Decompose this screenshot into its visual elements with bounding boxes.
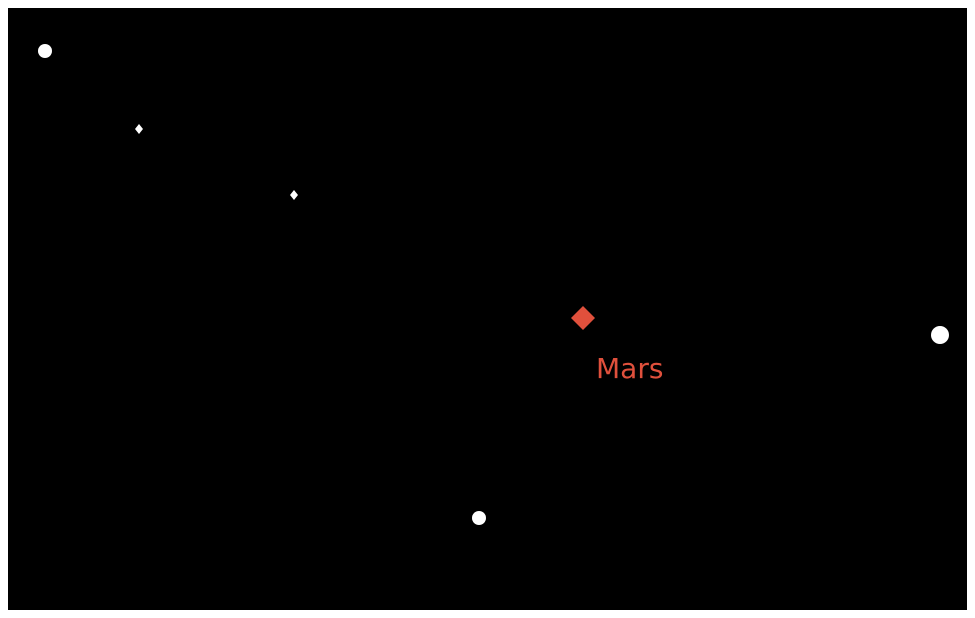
star (931, 326, 949, 344)
star (472, 511, 486, 525)
page: {"planet": {"name": "Mars"}} Mars (() =>… (0, 0, 975, 618)
star (38, 44, 52, 58)
sky-view: Mars (0, 0, 975, 618)
planet-label: Mars (596, 352, 663, 385)
sky-background (8, 8, 967, 610)
